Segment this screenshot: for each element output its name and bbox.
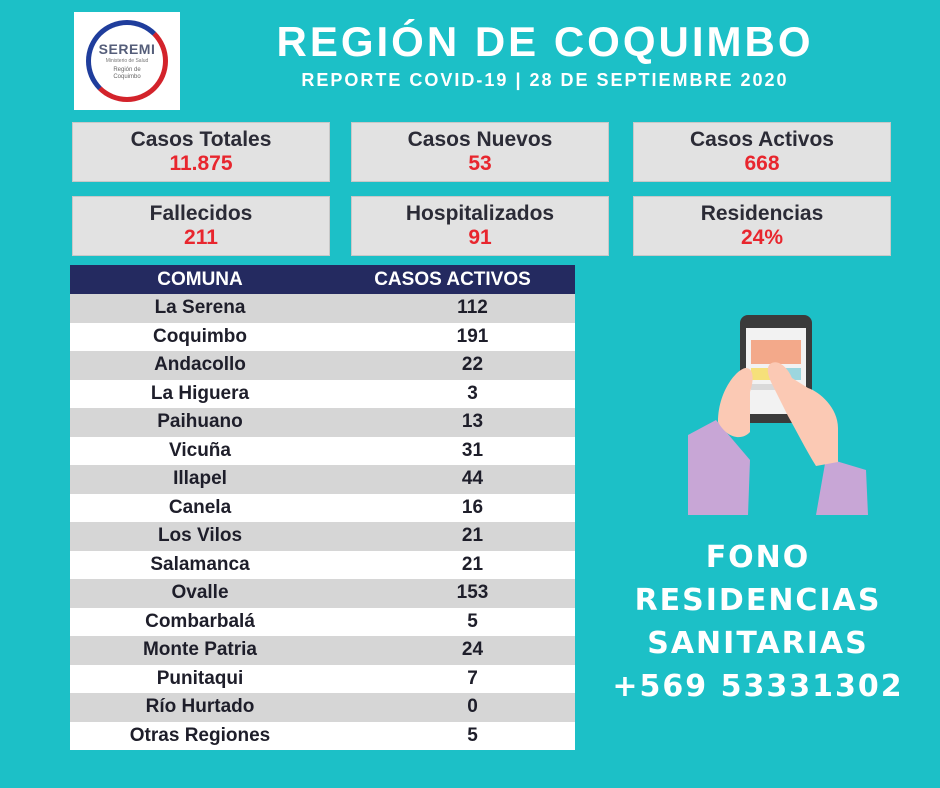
table-row: Vicuña 31 [70,436,575,465]
stat-casos-nuevos: Casos Nuevos 53 [351,122,609,182]
header-comuna: COMUNA [157,268,243,290]
stat-casos-activos: Casos Activos 668 [633,122,891,182]
active-cases: 21 [461,553,484,575]
table-row: Illapel 44 [70,465,575,494]
stat-hospitalizados: Hospitalizados 91 [351,196,609,256]
comuna-name: Otras Regiones [129,724,271,746]
stat-label: Residencias [700,202,824,225]
table-row: Monte Patria 24 [70,636,575,665]
stat-label: Casos Nuevos [407,128,553,151]
comuna-name: Ovalle [171,582,229,604]
active-cases: 21 [461,525,484,547]
active-cases: 7 [467,667,478,689]
stat-label: Casos Totales [130,128,272,151]
comuna-name: La Higuera [150,382,250,404]
active-cases: 44 [461,468,484,490]
stat-casos-totales: Casos Totales 11.875 [72,122,330,182]
comuna-name: Combarbalá [145,610,255,632]
comuna-name: Monte Patria [142,639,258,661]
comuna-name: Paihuano [157,411,243,433]
table-row: Coquimbo 191 [70,322,575,351]
comuna-name: Río Hurtado [145,696,255,718]
table-row: Salamanca 21 [70,550,575,579]
stat-value: 668 [744,152,780,175]
page-subtitle: REPORTE COVID-19 | 28 DE SEPTIEMBRE 2020 [301,70,789,90]
stat-value: 91 [468,226,492,249]
stat-value: 24% [740,226,784,249]
table-row: Paihuano 13 [70,408,575,437]
logo-title: SEREMI [98,41,156,57]
table-row: Canela 16 [70,493,575,522]
seremi-logo: SEREMI Ministerio de Salud Región de Coq… [74,12,180,110]
page-title: REGIÓN DE COQUIMBO [276,18,814,65]
table-row: Ovalle 153 [70,579,575,608]
table-row: La Higuera 3 [70,379,575,408]
comuna-name: Illapel [173,468,227,490]
active-cases: 5 [467,610,478,632]
active-cases: 5 [467,724,478,746]
stat-value: 11.875 [169,152,233,175]
active-cases: 13 [461,411,484,433]
comuna-name: Salamanca [150,553,250,575]
table-row: Río Hurtado 0 [70,693,575,722]
table-row: La Serena 112 [70,294,575,323]
logo-subtitle: Ministerio de Salud [105,58,149,64]
active-cases: 153 [456,582,489,604]
active-cases: 22 [461,354,484,376]
active-cases: 24 [461,639,484,661]
stat-label: Fallecidos [149,202,253,225]
contact-block: FONO RESIDENCIAS SANITARIAS +569 5333130… [600,536,916,708]
table-row: Combarbalá 5 [70,607,575,636]
logo-region: Región de Coquimbo [113,67,141,80]
table-row: Punitaqui 7 [70,664,575,693]
active-cases: 3 [467,382,478,404]
stat-value: 211 [184,226,218,249]
table-row: Los Vilos 21 [70,522,575,551]
stat-value: 53 [468,152,492,175]
contact-line1: FONO RESIDENCIAS [634,540,882,618]
active-cases: 31 [461,439,484,461]
table-row: Andacollo 22 [70,351,575,380]
comuna-name: Andacollo [154,354,246,376]
stat-residencias: Residencias 24% [633,196,891,256]
logo-ring: SEREMI Ministerio de Salud Región de Coq… [86,20,168,102]
stat-label: Casos Activos [690,128,834,151]
comuna-name: Canela [168,496,232,518]
stat-label: Hospitalizados [405,202,555,225]
comuna-table: COMUNA CASOS ACTIVOS La Serena 112 Coquim… [70,265,575,750]
contact-line2: SANITARIAS [647,626,869,661]
table-row: Otras Regiones 5 [70,721,575,750]
comuna-name: La Serena [154,297,246,319]
active-cases: 191 [456,325,489,347]
contact-phone: +569 53331302 [612,669,904,704]
active-cases: 112 [457,297,488,319]
table-header: COMUNA CASOS ACTIVOS [70,265,575,294]
comuna-name: Vicuña [169,439,231,461]
active-cases: 16 [461,496,484,518]
hand-holding-phone-icon [688,315,868,515]
comuna-name: Coquimbo [153,325,247,347]
header-casos-activos: CASOS ACTIVOS [374,268,531,290]
active-cases: 0 [467,696,478,718]
comuna-name: Punitaqui [156,667,244,689]
stat-fallecidos: Fallecidos 211 [72,196,330,256]
comuna-name: Los Vilos [157,525,243,547]
